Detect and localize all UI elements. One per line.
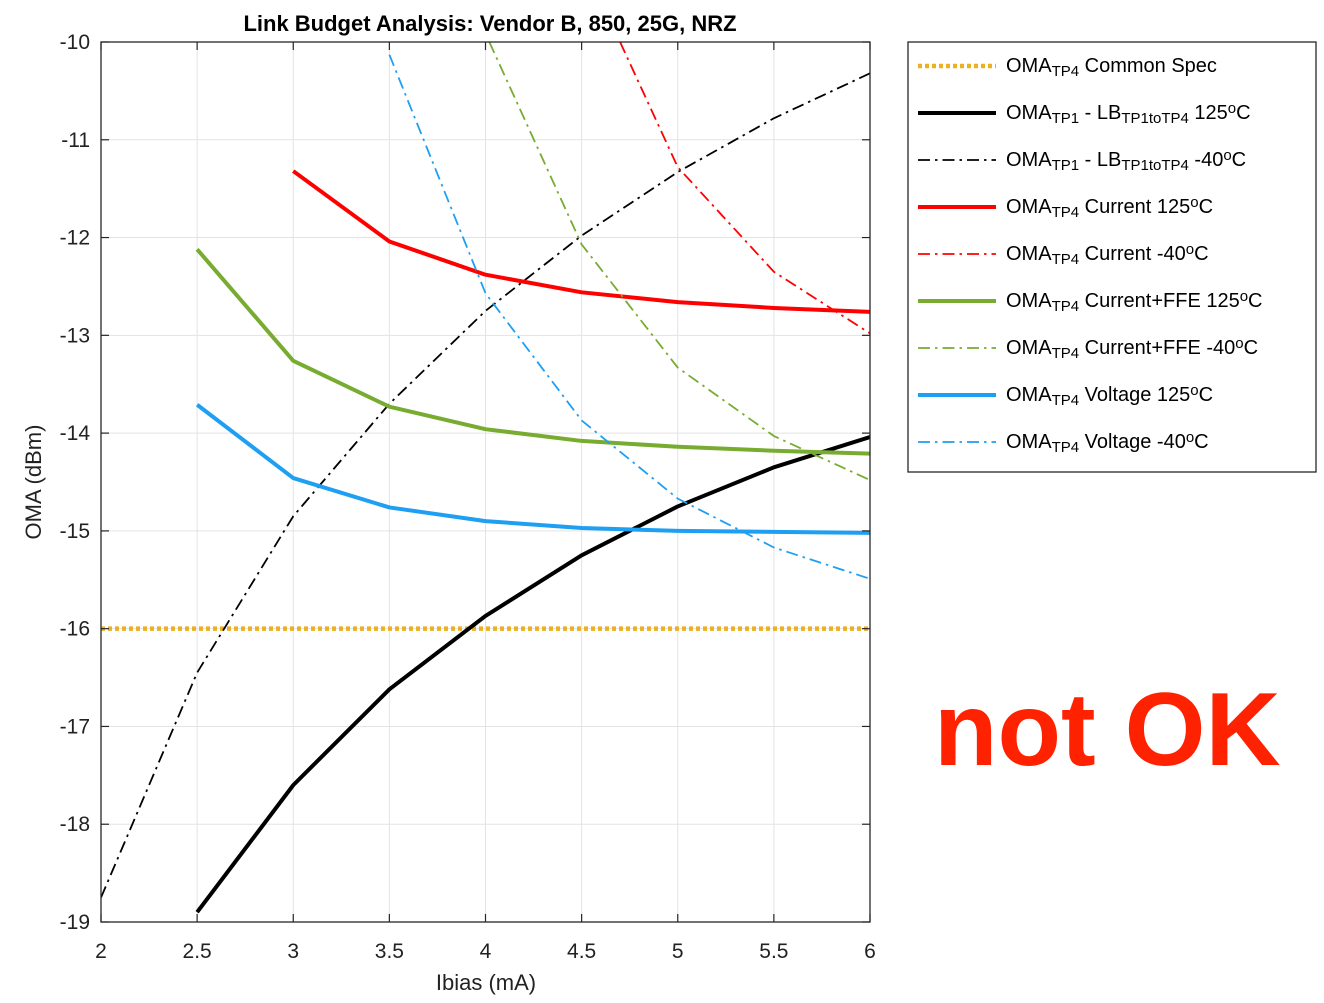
- y-tick-label: -12: [60, 227, 90, 250]
- y-tick-label: -14: [60, 422, 91, 445]
- series-line-2: [101, 72, 870, 898]
- series-line-8: [388, 54, 870, 580]
- y-tick-label: -10: [60, 31, 90, 54]
- x-tick-label: 3: [287, 940, 299, 963]
- y-tick-label: -19: [60, 911, 90, 934]
- y-tick-label: -11: [61, 129, 90, 152]
- legend-label-7: OMATP4 Voltage 125oC: [1006, 382, 1213, 409]
- x-tick-label: 2.5: [183, 940, 212, 963]
- y-tick-label: -18: [60, 813, 90, 836]
- legend-label-3: OMATP4 Current 125oC: [1006, 194, 1213, 221]
- x-tick-label: 5.5: [759, 940, 788, 963]
- series-line-7: [195, 403, 870, 535]
- not-ok-annotation: not OK: [934, 672, 1281, 788]
- x-tick-label: 3.5: [375, 940, 404, 963]
- legend: OMATP4 Common Spec OMATP1 - LBTP1toTP4 12…: [907, 41, 1317, 473]
- x-tick-label: 2: [95, 940, 107, 963]
- y-tick-label: -17: [60, 715, 90, 738]
- series-line-4: [619, 42, 870, 335]
- series-line-1: [195, 435, 870, 914]
- legend-label-1: OMATP1 - LBTP1toTP4 125oC: [1006, 100, 1251, 127]
- y-tick-label: -15: [60, 520, 90, 543]
- x-tick-label: 5: [672, 940, 684, 963]
- legend-label-4: OMATP4 Current -40oC: [1006, 241, 1209, 268]
- y-tick-label: -13: [60, 324, 90, 347]
- x-tick-label: 4.5: [567, 940, 596, 963]
- series-layer: [101, 42, 870, 914]
- legend-label-8: OMATP4 Voltage -40oC: [1006, 429, 1209, 456]
- series-line-3: [292, 169, 870, 314]
- legend-label-2: OMATP1 - LBTP1toTP4 -40oC: [1006, 147, 1246, 174]
- y-axis-label: OMA (dBm): [21, 425, 46, 540]
- legend-label-6: OMATP4 Current+FFE -40oC: [1006, 335, 1258, 362]
- x-tick-label: 6: [864, 940, 876, 963]
- x-axis-label: Ibias (mA): [436, 970, 536, 995]
- legend-label-5: OMATP4 Current+FFE 125oC: [1006, 288, 1263, 315]
- legend-entries: OMATP4 Common Spec OMATP1 - LBTP1toTP4 12…: [918, 55, 1263, 456]
- series-line-6: [488, 42, 870, 481]
- chart-title: Link Budget Analysis: Vendor B, 850, 25G…: [243, 11, 736, 36]
- legend-label-0: OMATP4 Common Spec: [1006, 55, 1217, 80]
- y-tick-label: -16: [60, 618, 90, 641]
- ticks: 2 2.5 3 3.5 4 4.5 5 5.5 6 -10 -11 -12 -13 -14 -15 -16 -1…: [60, 31, 876, 963]
- series-line-5: [195, 247, 870, 456]
- x-tick-label: 4: [480, 940, 492, 963]
- grid: [100, 41, 871, 923]
